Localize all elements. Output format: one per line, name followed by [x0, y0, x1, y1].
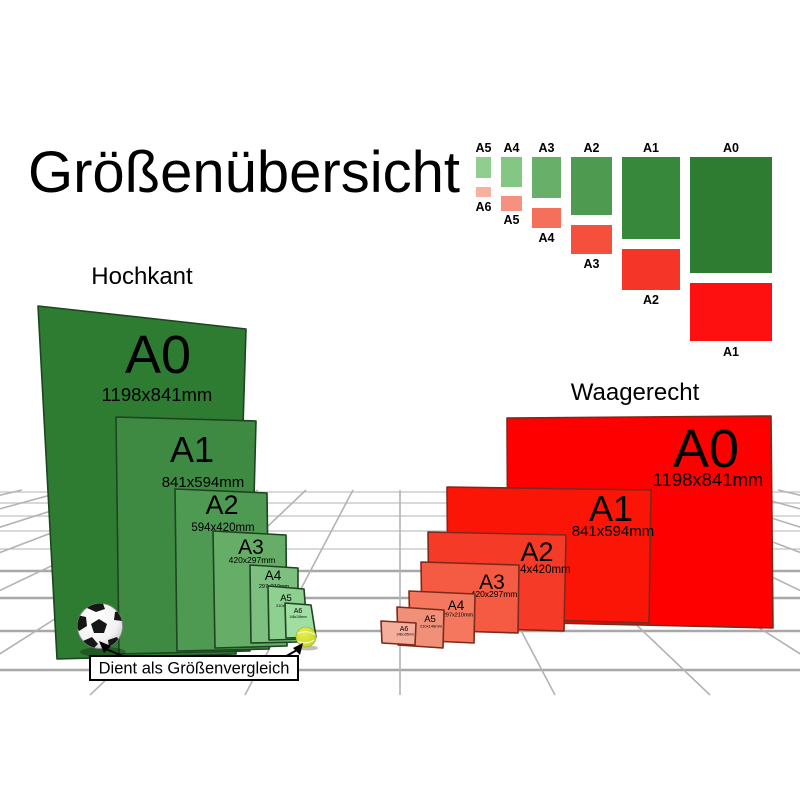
- legend-bottom-label: A3: [584, 257, 600, 271]
- panel-dims: 148x105mm: [396, 633, 414, 637]
- size-legend: A5 A6 A4 A5 A3 A4 A2 A3 A1 A2: [476, 141, 772, 359]
- callout-box: [89, 655, 299, 681]
- panel-label: A0: [125, 325, 191, 385]
- legend-column: A5 A6: [476, 141, 492, 214]
- legend-portrait-swatch: [622, 157, 680, 239]
- soccer-ball-icon: [77, 603, 126, 657]
- panel-label: A5: [280, 593, 292, 604]
- panel-face: [380, 620, 417, 646]
- panel-label: A4: [265, 568, 282, 583]
- panel-dims: 841x594mm: [572, 523, 655, 540]
- tennis-ball-icon: [295, 626, 318, 651]
- tennis-seam: [297, 631, 315, 644]
- legend-top-label: A0: [723, 141, 739, 155]
- legend-top-label: A1: [643, 141, 659, 155]
- panel-dims: 297x210mm: [443, 613, 474, 619]
- page-title: Größenübersicht: [28, 140, 460, 205]
- panel-label: A1: [170, 429, 214, 470]
- panel-dims: 594x420mm: [191, 522, 254, 534]
- legend-column: A0 A1: [690, 141, 772, 359]
- panel-label: A6: [294, 608, 303, 615]
- legend-landscape-swatch: [532, 208, 561, 228]
- callout-text: Dient als Größenvergleich: [99, 660, 290, 678]
- landscape-panel-a6: A6 148x105mm: [380, 620, 417, 646]
- panel-label: A3: [479, 571, 505, 594]
- callout-arrowhead-right: [293, 643, 303, 655]
- legend-column: A2 A3: [571, 141, 612, 271]
- legend-top-label: A5: [476, 141, 492, 155]
- panel-label: A2: [205, 490, 238, 520]
- legend-portrait-swatch: [532, 157, 561, 198]
- panel-label: A1: [589, 488, 633, 529]
- legend-bottom-label: A2: [643, 293, 659, 307]
- legend-top-label: A3: [539, 141, 555, 155]
- panel-dims: 420x297mm: [229, 555, 276, 565]
- panel-label: A5: [424, 614, 436, 625]
- size-comparison-callout: Dient als Größenvergleich: [89, 641, 303, 681]
- legend-bottom-label: A4: [539, 231, 555, 245]
- panel-dims: 841x594mm: [162, 474, 245, 491]
- legend-portrait-swatch: [501, 157, 522, 187]
- legend-top-label: A2: [584, 141, 600, 155]
- legend-bottom-label: A5: [504, 213, 520, 227]
- panel-label: A6: [400, 626, 409, 633]
- legend-bottom-label: A6: [476, 200, 492, 214]
- panel-dims: 1198x841mm: [653, 469, 764, 490]
- panel-dims: 594x420mm: [507, 564, 570, 576]
- legend-column: A4 A5: [501, 141, 522, 227]
- panel-label: A0: [673, 419, 739, 479]
- ball-shadow: [80, 647, 126, 657]
- panel-dims: 210x148mm: [420, 624, 443, 629]
- legend-landscape-swatch: [571, 225, 612, 254]
- panel-dims: 1198x841mm: [102, 384, 213, 405]
- panel-dims: 148x105mm: [289, 615, 307, 619]
- panel-label: A2: [520, 537, 553, 567]
- legend-column: A3 A4: [532, 141, 561, 245]
- legend-landscape-swatch: [622, 249, 680, 290]
- legend-portrait-swatch: [476, 157, 491, 178]
- legend-portrait-swatch: [571, 157, 612, 215]
- legend-landscape-swatch: [476, 187, 491, 197]
- legend-bottom-label: A1: [723, 345, 739, 359]
- legend-top-label: A4: [504, 141, 520, 155]
- legend-portrait-swatch: [690, 157, 772, 273]
- panel-label: A3: [238, 536, 264, 559]
- legend-landscape-swatch: [501, 196, 522, 211]
- landscape-heading: Waagerecht: [571, 379, 700, 406]
- portrait-heading: Hochkant: [91, 263, 193, 290]
- panel-dims: 420x297mm: [471, 589, 518, 599]
- callout-arrowhead-left: [99, 641, 111, 653]
- panel-label: A4: [448, 598, 465, 613]
- legend-landscape-swatch: [690, 283, 772, 341]
- legend-column: A1 A2: [622, 141, 680, 307]
